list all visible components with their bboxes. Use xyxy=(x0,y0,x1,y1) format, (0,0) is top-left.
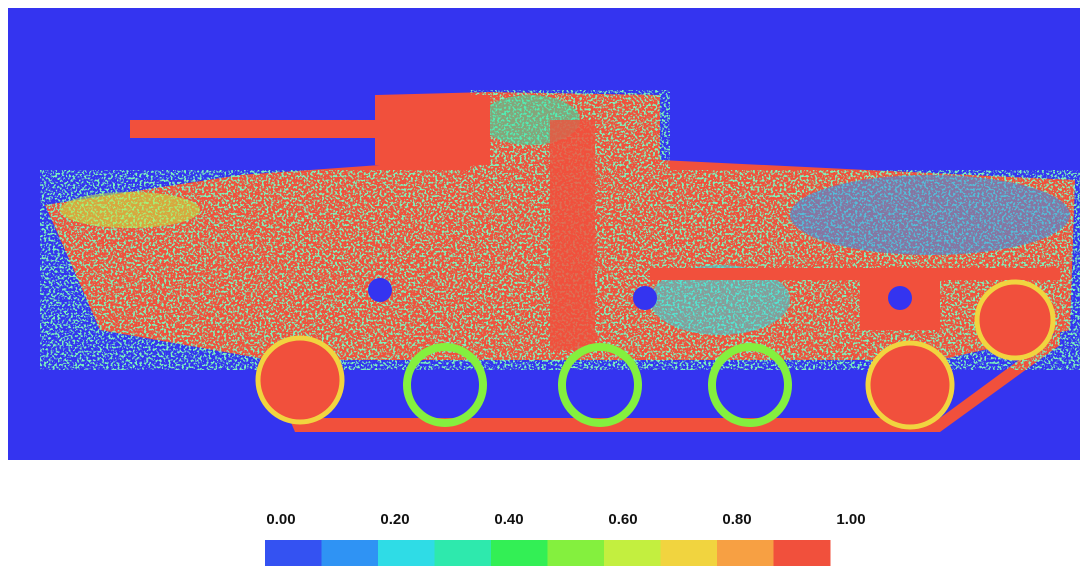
colorbar-tick-label: 0.40 xyxy=(494,511,523,528)
colorbar-segment xyxy=(548,540,605,566)
colorbar-segment xyxy=(265,540,322,566)
colorbar-tick-label: 0.00 xyxy=(266,511,295,528)
colorbar-tick-label: 0.20 xyxy=(380,511,409,528)
colorbar-tick-label: 0.80 xyxy=(722,511,751,528)
colorbar-segment xyxy=(604,540,661,566)
colorbar-segment xyxy=(774,540,831,566)
colorbar-tick-label: 0.60 xyxy=(608,511,637,528)
colorbar-segment xyxy=(661,540,718,566)
figure: 0.00 0.20 0.40 0.60 0.80 1.00 xyxy=(0,0,1080,566)
heatmap-image xyxy=(8,8,1080,460)
colorbar-tick-label: 1.00 xyxy=(836,511,865,528)
colorbar: 0.00 0.20 0.40 0.60 0.80 1.00 xyxy=(265,511,866,566)
colorbar-segment xyxy=(322,540,379,566)
colorbar-segment xyxy=(378,540,435,566)
colorbar-segment xyxy=(435,540,492,566)
colorbar-segment xyxy=(491,540,548,566)
colorbar-segment xyxy=(717,540,774,566)
